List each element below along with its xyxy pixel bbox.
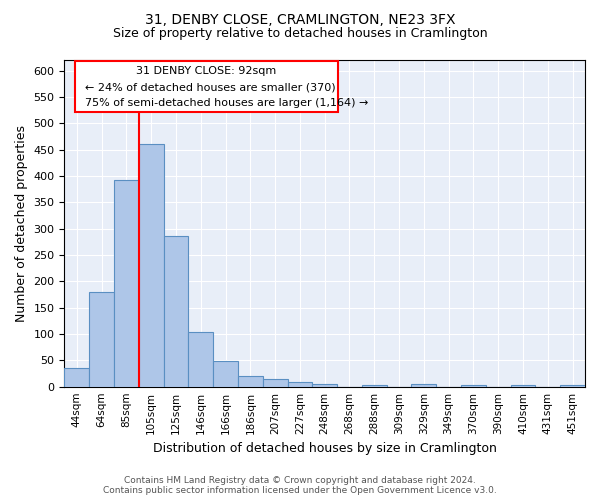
Bar [164, 236, 188, 386]
Bar [263, 380, 287, 386]
Text: ← 24% of detached houses are smaller (370): ← 24% of detached houses are smaller (37… [85, 82, 335, 92]
X-axis label: Distribution of detached houses by size in Cramlington: Distribution of detached houses by size … [153, 442, 497, 455]
Bar [461, 384, 486, 386]
FancyBboxPatch shape [75, 60, 338, 112]
Bar [64, 368, 89, 386]
Bar [139, 144, 164, 386]
Y-axis label: Number of detached properties: Number of detached properties [15, 125, 28, 322]
Bar [362, 384, 386, 386]
Bar [511, 385, 535, 386]
Bar [89, 292, 114, 386]
Bar [412, 384, 436, 386]
Bar [188, 332, 213, 386]
Text: 31 DENBY CLOSE: 92sqm: 31 DENBY CLOSE: 92sqm [136, 66, 277, 76]
Text: 75% of semi-detached houses are larger (1,164) →: 75% of semi-detached houses are larger (… [85, 98, 368, 108]
Bar [560, 384, 585, 386]
Bar [313, 384, 337, 386]
Text: Size of property relative to detached houses in Cramlington: Size of property relative to detached ho… [113, 28, 487, 40]
Bar [238, 376, 263, 386]
Bar [287, 382, 313, 386]
Bar [213, 361, 238, 386]
Bar [114, 180, 139, 386]
Text: 31, DENBY CLOSE, CRAMLINGTON, NE23 3FX: 31, DENBY CLOSE, CRAMLINGTON, NE23 3FX [145, 12, 455, 26]
Text: Contains HM Land Registry data © Crown copyright and database right 2024.
Contai: Contains HM Land Registry data © Crown c… [103, 476, 497, 495]
